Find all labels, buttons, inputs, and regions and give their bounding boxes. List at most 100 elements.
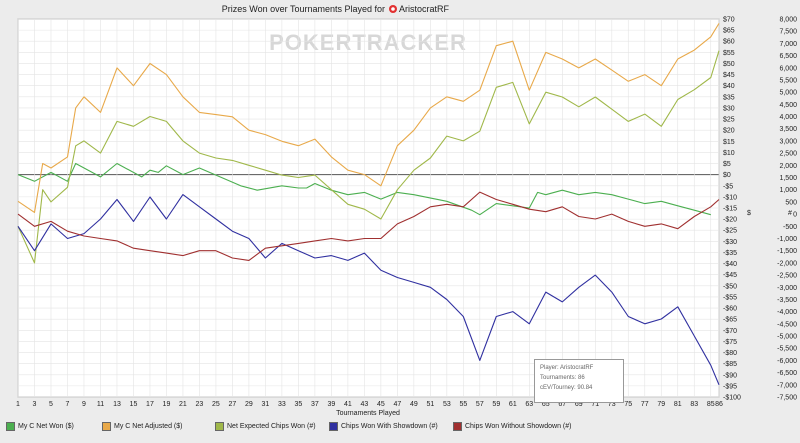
left-tick-label: -$15	[723, 206, 737, 213]
x-tick-label: 27	[229, 401, 237, 408]
right-tick-label: -1,500	[777, 248, 797, 255]
right-tick-label: 0	[793, 212, 797, 219]
series-line-0	[17, 162, 711, 216]
x-tick-label: 75	[624, 401, 632, 408]
left-tick-label: -$55	[723, 294, 737, 301]
x-tick-label: 55	[459, 401, 467, 408]
right-tick-label: -2,500	[777, 273, 797, 280]
right-tick-label: 7,500	[779, 29, 797, 36]
x-tick-label: 79	[657, 401, 665, 408]
left-tick-label: $35	[723, 94, 735, 101]
series-line-3	[17, 194, 720, 386]
left-tick-label: -$35	[723, 250, 737, 257]
left-tick-label: -$45	[723, 272, 737, 279]
x-tick-label: 5	[49, 401, 53, 408]
right-tick-label: 2,000	[779, 163, 797, 170]
watermark: POKERTRACKER	[269, 30, 467, 55]
right-tick-label: 1,500	[779, 175, 797, 182]
left-tick-label: -$90	[723, 372, 737, 379]
left-tick-label: -$20	[723, 217, 737, 224]
legend-label: Net Expected Chips Won (#)	[227, 423, 316, 430]
left-tick-label: $10	[723, 150, 735, 157]
x-axis-label: Tournaments Played	[336, 410, 400, 417]
left-tick-label: -$70	[723, 328, 737, 335]
x-tick-label: 63	[525, 401, 533, 408]
right-tick-label: -7,500	[777, 395, 797, 402]
left-tick-label: -$95	[723, 383, 737, 390]
legend-item-net-expected-chips-won[interactable]: Net Expected Chips Won (#)	[215, 422, 316, 431]
right-tick-label: -500	[783, 224, 797, 231]
legend-item-my-c-net-won[interactable]: My C Net Won ($)	[6, 422, 74, 431]
right-tick-label: 5,500	[779, 77, 797, 84]
x-tick-label: 41	[344, 401, 352, 408]
x-tick-label: 13	[113, 401, 121, 408]
x-tick-label: 37	[311, 401, 319, 408]
x-tick-label: 21	[179, 401, 187, 408]
right-tick-label: -6,000	[777, 358, 797, 365]
right-tick-label: 6,500	[779, 53, 797, 60]
left-tick-label: $55	[723, 50, 735, 57]
right-tick-label: 500	[785, 199, 797, 206]
x-tick-label: 49	[410, 401, 418, 408]
left-axis-ticks: $70 $65 $60 $55 $50 $45 $40 $35 $30 $25 $20 $15 $10 $…	[723, 17, 741, 402]
left-tick-label: $20	[723, 128, 735, 135]
right-tick-label: 4,000	[779, 114, 797, 121]
left-tick-label: $25	[723, 117, 735, 124]
left-tick-label: $5	[723, 161, 731, 168]
right-tick-label: 7,000	[779, 41, 797, 48]
x-tick-label: 39	[327, 401, 335, 408]
left-tick-label: -$100	[723, 395, 741, 402]
legend-swatch	[453, 422, 462, 431]
x-tick-label: 9	[82, 401, 86, 408]
x-tick-label: 3	[33, 401, 37, 408]
left-tick-label: -$30	[723, 239, 737, 246]
x-tick-label: 83	[690, 401, 698, 408]
right-tick-label: 8,000	[779, 17, 797, 24]
legend-swatch	[215, 422, 224, 431]
left-tick-label: $15	[723, 139, 735, 146]
series-line-1	[17, 23, 720, 213]
legend-label: Chips Won Without Showdown (#)	[465, 423, 572, 430]
x-tick-label: 1	[16, 401, 20, 408]
legend-item-chips-won-without-showdown[interactable]: Chips Won Without Showdown (#)	[453, 422, 571, 431]
legend-swatch	[102, 422, 111, 431]
left-tick-label: $70	[723, 17, 735, 24]
x-tick-label: 29	[245, 401, 253, 408]
x-axis-ticks: 1 3 5 7 9 11 13 15 17 19 21 23 25 27 29 31 33 35 37 39 41 43 4…	[16, 401, 723, 408]
x-tick-label: 19	[163, 401, 171, 408]
x-tick-label: 59	[492, 401, 500, 408]
right-tick-label: -2,000	[777, 260, 797, 267]
right-tick-label: 4,500	[779, 102, 797, 109]
left-tick-label: -$75	[723, 339, 737, 346]
right-tick-label: 5,000	[779, 90, 797, 97]
x-tick-label: 31	[262, 401, 270, 408]
legend-item-chips-won-with-showdown[interactable]: Chips Won With Showdown (#)	[329, 422, 438, 431]
right-tick-label: -4,500	[777, 321, 797, 328]
x-tick-label: 23	[196, 401, 204, 408]
right-axis-ticks: 8,000 7,500 7,000 6,500 6,000 5,500 5,000 4,500…	[777, 17, 797, 402]
x-tick-label: 53	[443, 401, 451, 408]
x-tick-label: 47	[393, 401, 401, 408]
right-tick-label: -6,500	[777, 370, 797, 377]
x-tick-label: 25	[212, 401, 220, 408]
player-icon	[389, 5, 397, 13]
right-tick-label: 3,500	[779, 126, 797, 133]
series-line-2	[17, 50, 720, 264]
legend-swatch	[329, 422, 338, 431]
x-tick-label: 77	[641, 401, 649, 408]
x-tick-label: 73	[608, 401, 616, 408]
info-tournaments: Tournaments: 86	[540, 375, 585, 381]
left-axis-label: $	[747, 210, 751, 217]
right-tick-label: -7,000	[777, 382, 797, 389]
x-tick-label: 69	[575, 401, 583, 408]
grid-layer	[17, 18, 720, 398]
x-tick-label: 45	[377, 401, 385, 408]
legend-item-my-c-net-adjusted[interactable]: My C Net Adjusted ($)	[102, 422, 182, 431]
right-axis-label: #	[788, 210, 792, 217]
left-tick-label: -$85	[723, 361, 737, 368]
x-tick-label: 17	[146, 401, 154, 408]
legend-label: My C Net Won ($)	[18, 423, 74, 430]
left-tick-label: -$60	[723, 306, 737, 313]
